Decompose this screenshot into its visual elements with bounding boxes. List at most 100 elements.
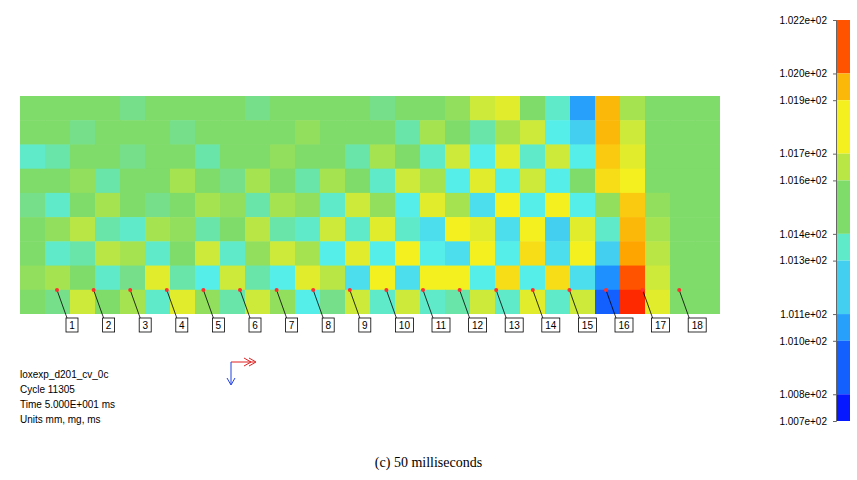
gauge-box xyxy=(212,318,224,332)
gauge-point xyxy=(238,288,242,292)
leader-line xyxy=(203,290,213,318)
gauge-point xyxy=(128,288,132,292)
cell xyxy=(645,144,671,169)
cell xyxy=(595,241,621,266)
gauge-box xyxy=(249,318,261,332)
cell xyxy=(495,241,521,266)
cell xyxy=(45,169,71,194)
triad-y xyxy=(231,362,232,384)
cell xyxy=(120,144,146,169)
cell xyxy=(95,120,121,145)
cell xyxy=(420,120,446,145)
cell xyxy=(170,241,196,266)
cell xyxy=(370,290,396,314)
cell xyxy=(120,266,146,291)
cell xyxy=(495,217,521,242)
cell xyxy=(520,217,546,242)
gauge-box xyxy=(322,318,334,332)
colorbar-band xyxy=(836,314,850,341)
cell xyxy=(45,241,71,266)
cell xyxy=(595,193,621,218)
cell xyxy=(345,266,371,291)
tick: 1.013e+02 xyxy=(779,255,836,266)
annotation: loxexp_d201_cv_0c xyxy=(20,369,108,380)
tick: 1.010e+02 xyxy=(779,336,836,347)
leader-line xyxy=(313,290,323,318)
gauges: 123456789101112131415161718 xyxy=(55,288,706,332)
cell xyxy=(520,120,546,145)
cell xyxy=(445,120,471,145)
cell xyxy=(595,290,621,314)
cell xyxy=(620,144,646,169)
tick: 1.020e+02 xyxy=(779,68,836,79)
cell xyxy=(20,120,46,145)
cell xyxy=(195,241,221,266)
cell xyxy=(445,241,471,266)
cell xyxy=(420,144,446,169)
cell xyxy=(145,144,171,169)
colorbar-band xyxy=(836,100,850,153)
cell xyxy=(645,120,671,145)
gauge-label: 18 xyxy=(692,320,704,331)
cell xyxy=(470,144,496,169)
leader-line xyxy=(130,290,140,318)
cell xyxy=(270,120,296,145)
tick-mark xyxy=(833,261,836,262)
cell xyxy=(595,120,621,145)
cell xyxy=(295,217,321,242)
cell xyxy=(645,193,671,218)
cell xyxy=(695,241,720,266)
cell xyxy=(145,169,171,194)
cell xyxy=(70,193,96,218)
gauge-label: 10 xyxy=(399,320,411,331)
gauge-label: 14 xyxy=(545,320,557,331)
cell xyxy=(120,193,146,218)
tick-label: 1.007e+02 xyxy=(779,416,827,427)
cell xyxy=(695,217,720,242)
cell xyxy=(670,144,696,169)
tick: 1.016e+02 xyxy=(779,175,836,186)
leader-line xyxy=(94,290,104,318)
cell xyxy=(345,217,371,242)
cell xyxy=(545,241,571,266)
cell xyxy=(270,144,296,169)
leader-line xyxy=(57,290,67,318)
cell xyxy=(320,217,346,242)
cell xyxy=(420,193,446,218)
cell xyxy=(95,144,121,169)
cell xyxy=(220,169,246,194)
tick-mark xyxy=(833,154,836,155)
cell xyxy=(195,144,221,169)
cell xyxy=(470,290,496,314)
gauge-point xyxy=(641,288,645,292)
gauge-box xyxy=(432,318,450,332)
cell xyxy=(420,266,446,291)
cell xyxy=(645,290,671,314)
gauge-box xyxy=(615,318,633,332)
cell xyxy=(295,120,321,145)
cell xyxy=(245,266,271,291)
cell xyxy=(195,169,221,194)
cell xyxy=(20,266,46,291)
cell xyxy=(495,96,521,121)
triad-y-head xyxy=(227,378,235,385)
cell xyxy=(545,169,571,194)
cell xyxy=(545,96,571,121)
cell xyxy=(595,266,621,291)
cell xyxy=(620,217,646,242)
cell xyxy=(670,169,696,194)
tick: 1.019e+02 xyxy=(779,95,836,106)
tick-mark xyxy=(833,234,836,235)
cell xyxy=(595,169,621,194)
annotation: Time 5.000E+001 ms xyxy=(20,399,115,410)
cell xyxy=(345,290,371,314)
cell xyxy=(245,96,271,121)
cell xyxy=(670,193,696,218)
leader-line xyxy=(386,290,396,318)
cell xyxy=(645,96,671,121)
cell xyxy=(545,193,571,218)
cell xyxy=(270,290,296,314)
cell xyxy=(695,169,720,194)
gauge-label: 16 xyxy=(618,320,630,331)
cell xyxy=(95,193,121,218)
